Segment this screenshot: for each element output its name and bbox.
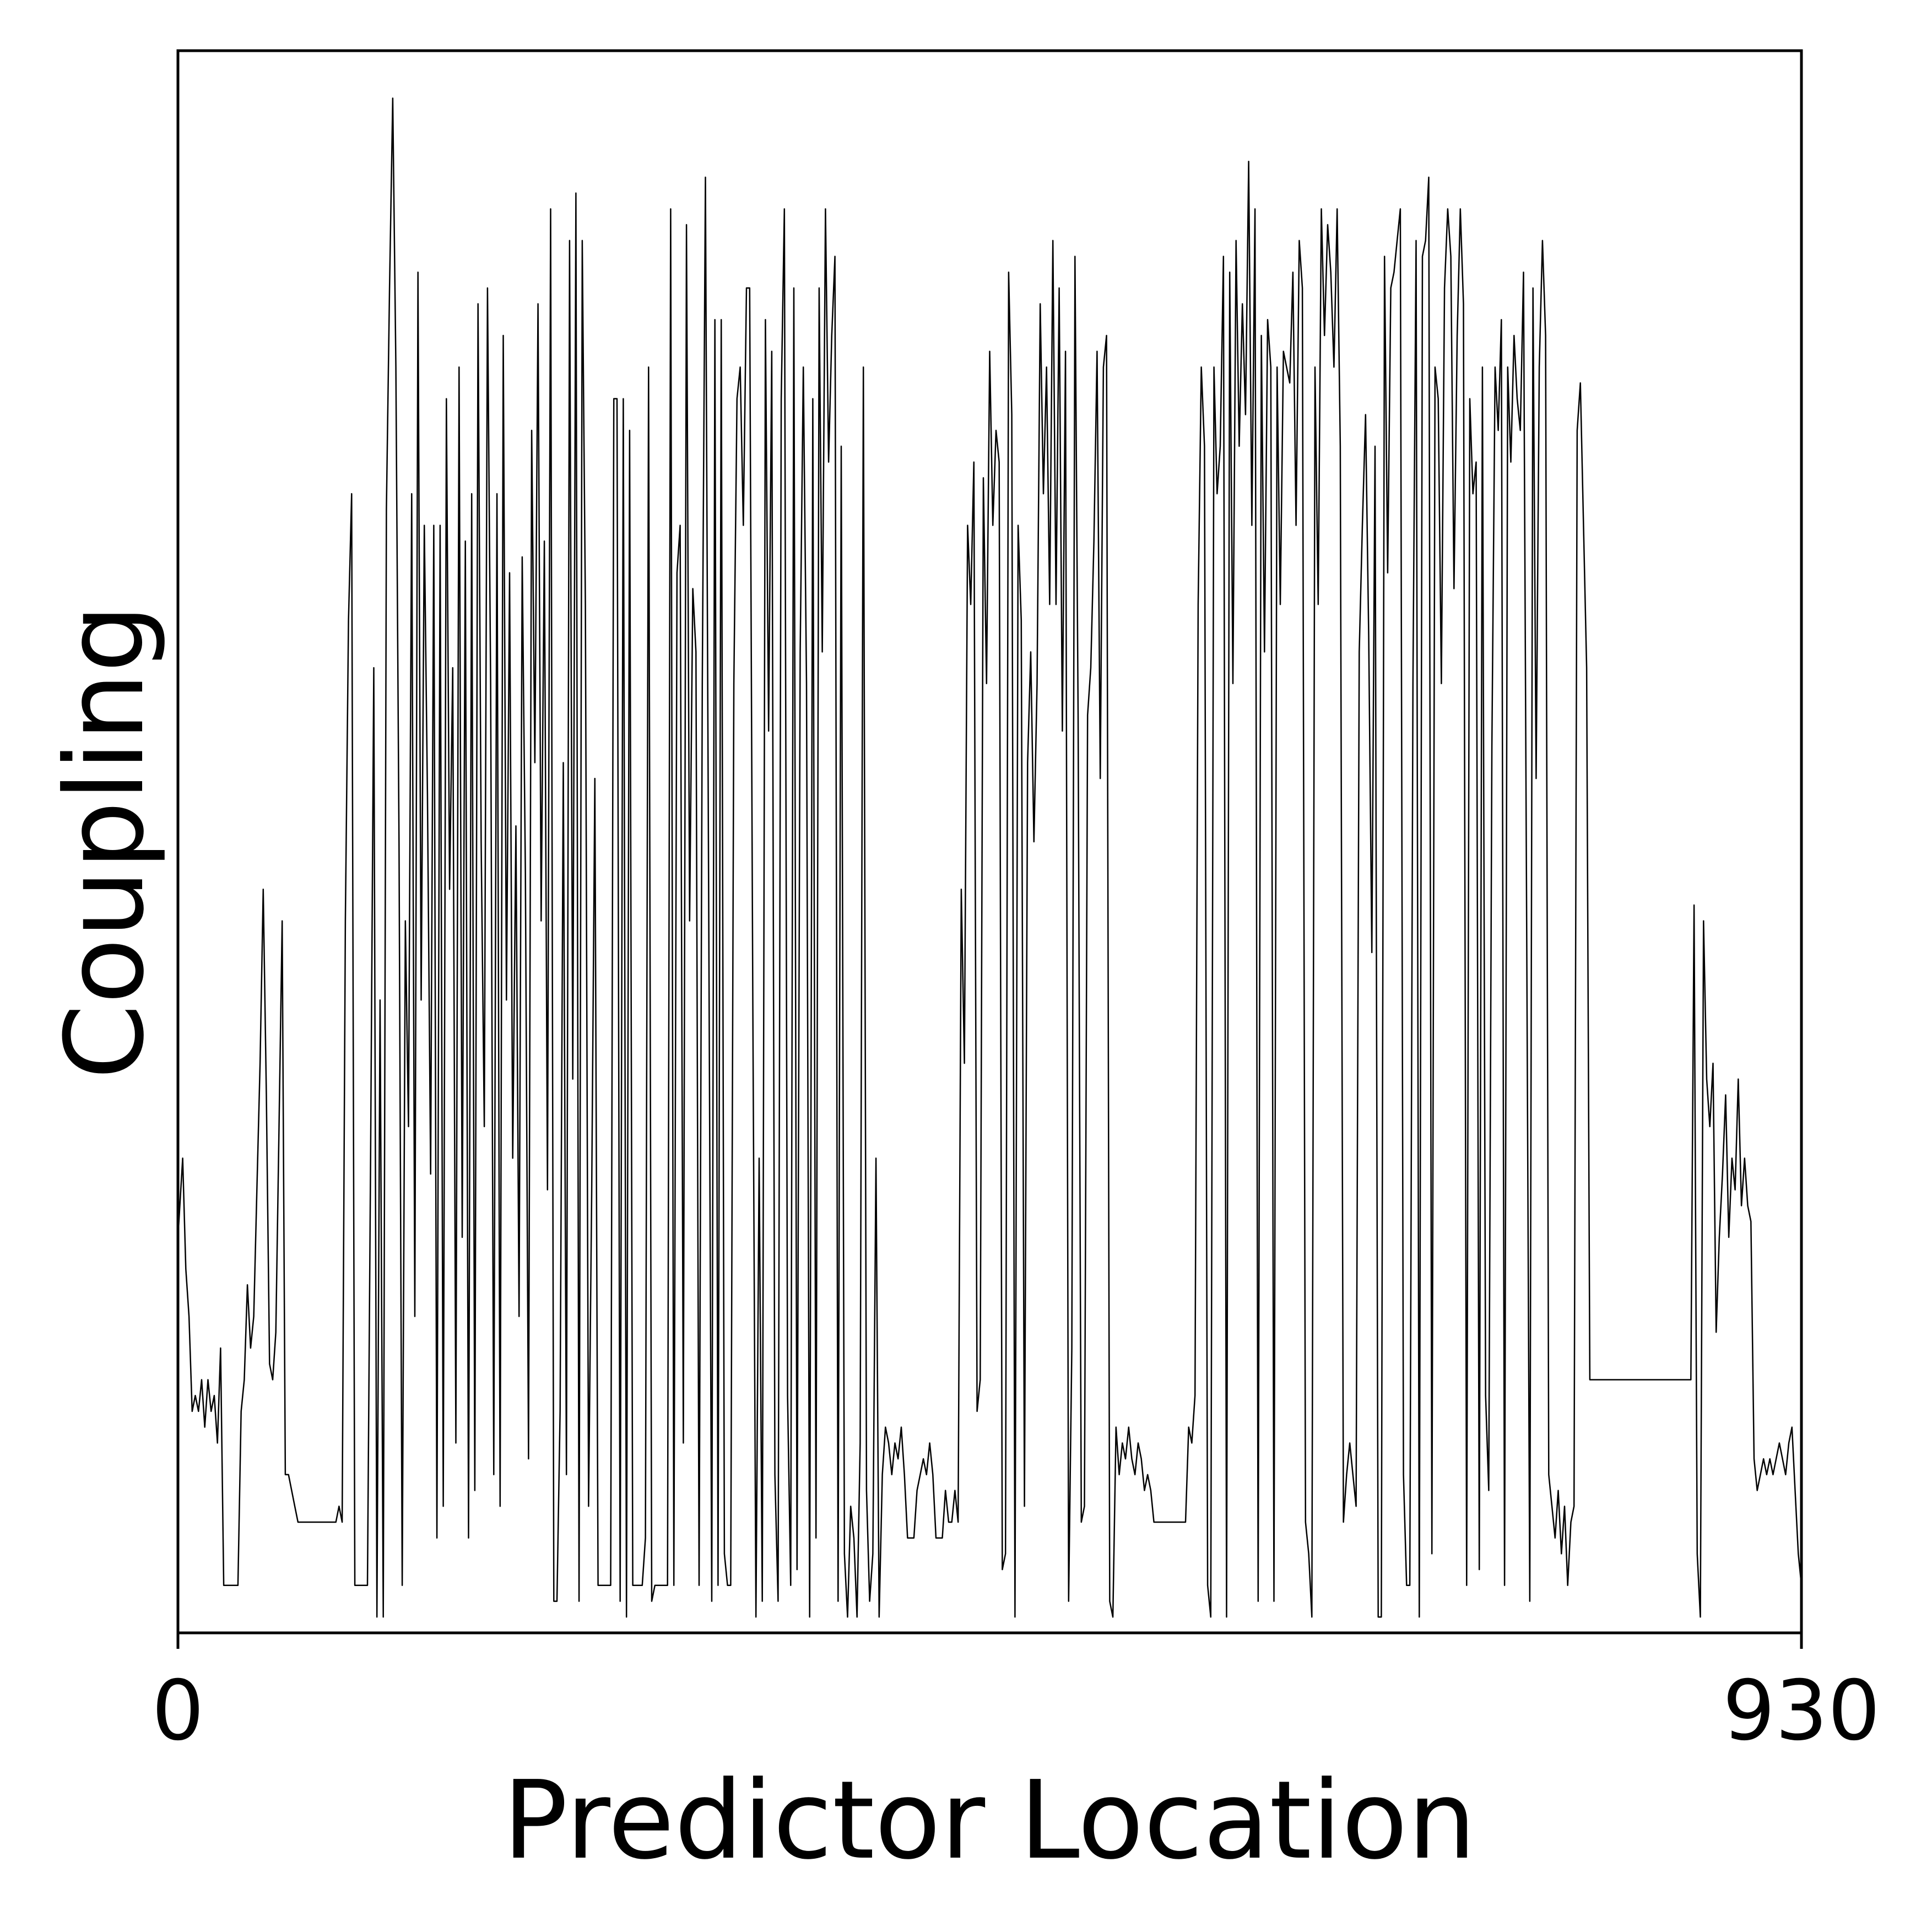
series-layer xyxy=(177,97,1803,1618)
x-axis-label: Predictor Location xyxy=(503,1758,1476,1884)
x-tick-label-end: 930 xyxy=(1723,1663,1880,1759)
plot-frame xyxy=(176,49,1803,1635)
x-axis: 0 930 Predictor Location xyxy=(151,1633,1880,1884)
y-axis: Coupling xyxy=(42,604,168,1080)
series-line xyxy=(177,97,1803,1618)
x-tick-label-start: 0 xyxy=(151,1663,204,1759)
y-axis-label: Coupling xyxy=(42,604,168,1080)
